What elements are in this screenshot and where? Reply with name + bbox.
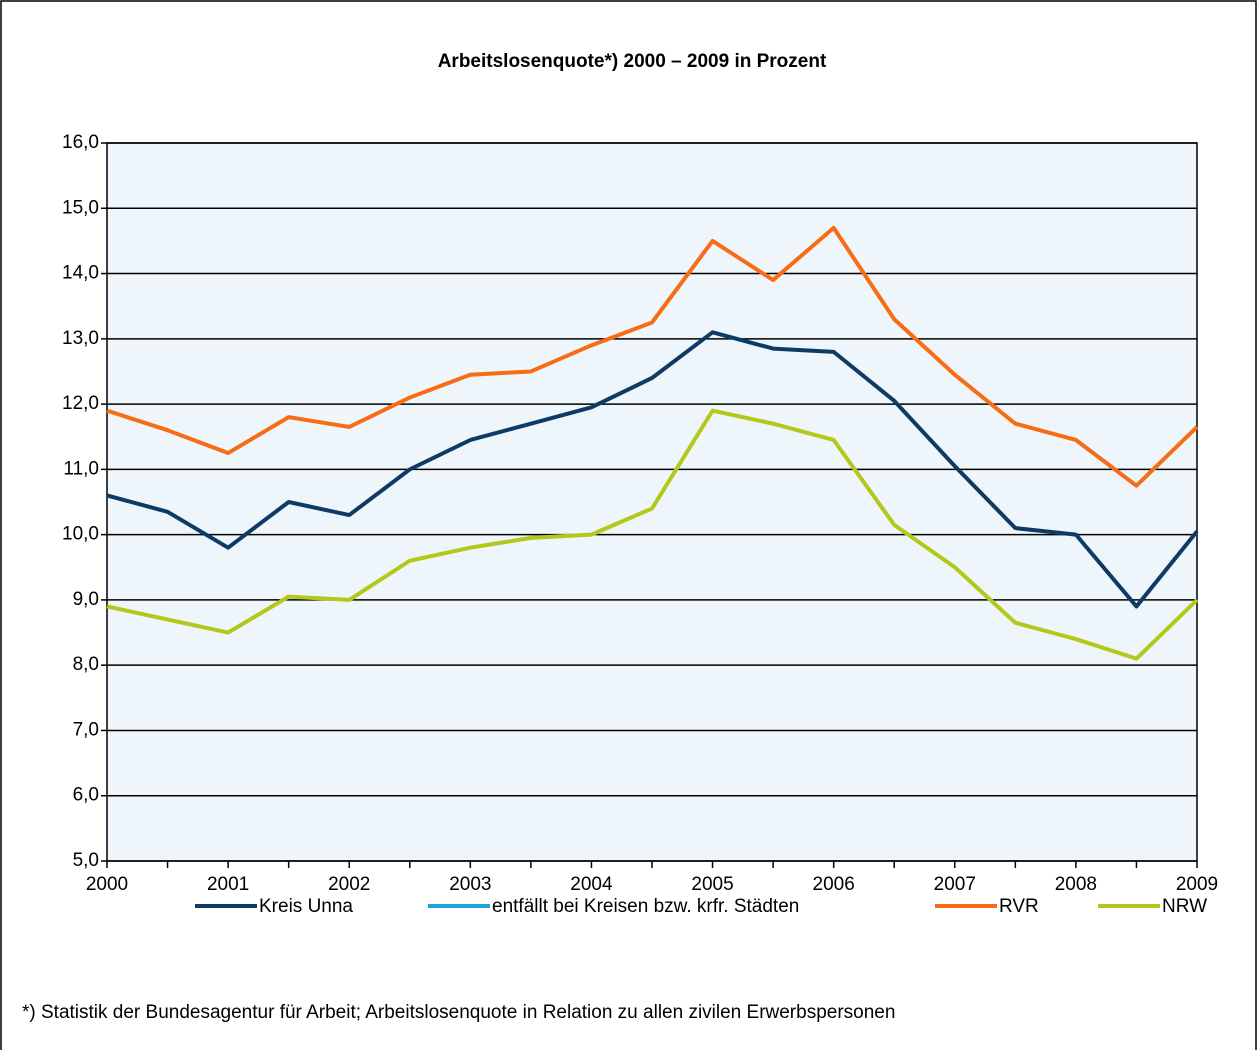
- x-tick-label: 2005: [691, 874, 733, 895]
- x-tick-label: 2000: [86, 874, 128, 895]
- y-tick-label: 15,0: [62, 197, 99, 218]
- legend-label: RVR: [999, 896, 1039, 917]
- y-tick-label: 6,0: [73, 785, 99, 806]
- x-tick-label: 2004: [570, 874, 613, 895]
- y-tick-label: 16,0: [62, 132, 99, 153]
- legend-label: entfällt bei Kreisen bzw. krfr. Städten: [492, 896, 799, 917]
- y-tick-label: 11,0: [63, 458, 99, 479]
- plot-area: [107, 143, 1197, 861]
- x-tick-label: 2009: [1176, 874, 1218, 895]
- series-line: [106, 408, 1199, 661]
- y-tick-label: 12,0: [62, 393, 99, 414]
- footnote: *) Statistik der Bundesagentur für Arbei…: [22, 1002, 895, 1023]
- x-tick-label: 2008: [1055, 874, 1097, 895]
- chart-title: Arbeitslosenquote*) 2000 – 2009 in Proze…: [438, 51, 827, 72]
- legend-label: Kreis Unna: [259, 896, 353, 917]
- y-tick-label: 14,0: [62, 263, 99, 284]
- x-tick-label: 2007: [934, 874, 976, 895]
- y-tick-label: 8,0: [73, 654, 99, 675]
- y-tick-label: 5,0: [73, 850, 99, 871]
- y-tick-label: 13,0: [62, 328, 99, 349]
- legend-label: NRW: [1162, 896, 1207, 917]
- x-tick-label: 2006: [813, 874, 855, 895]
- y-tick-label: 10,0: [62, 524, 99, 545]
- y-tick-label: 7,0: [73, 719, 99, 740]
- series-line: [106, 225, 1199, 488]
- y-tick-label: 9,0: [73, 589, 99, 610]
- x-tick-label: 2003: [449, 874, 491, 895]
- x-tick-label: 2002: [328, 874, 370, 895]
- series-line: [106, 330, 1199, 609]
- x-tick-label: 2001: [207, 874, 249, 895]
